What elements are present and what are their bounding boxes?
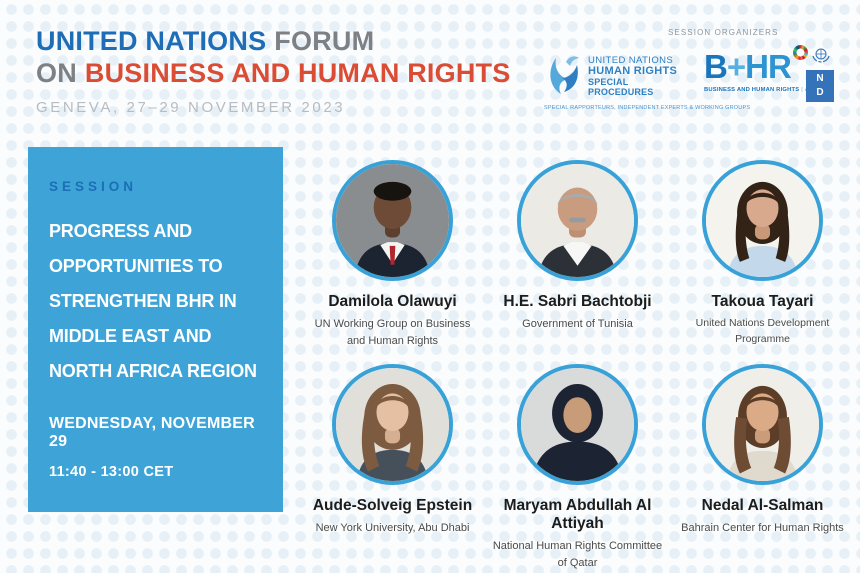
speaker-photo [332,364,453,485]
speaker-org: United Nations Development Programme [695,317,830,345]
bhr-plus: + [726,48,746,85]
forum-date-location: GENEVA, 27–29 NOVEMBER 2023 [36,98,346,116]
session-title: PROGRESS AND OPPORTUNITIES TO STRENGTHEN… [49,221,257,382]
undp-row1: U N [816,59,827,84]
session-panel: SESSION PROGRESS AND OPPORTUNITIES TO ST… [28,147,283,512]
speaker-photo [332,160,453,281]
speaker-name: Damilola Olawuyi [328,293,457,310]
session-date: WEDNESDAY, NOVEMBER 29 [49,415,255,451]
speaker-org: UN Working Group on Business and Human R… [314,318,471,347]
speaker-photo [702,364,823,485]
un-human-rights-logo: UNITED NATIONS HUMAN RIGHTS SPECIAL PROC… [544,52,751,111]
speaker-name: Aude-Solveig Epstein [312,497,473,514]
un-human-rights-logo-text: UNITED NATIONS HUMAN RIGHTS SPECIAL PROC… [588,54,694,98]
speaker-card-takoua-tayari: Takoua Tayari United Nations Development… [670,160,855,364]
un-emblem-icon [811,48,831,67]
speaker-name: Takoua Tayari [711,293,814,310]
speaker-name: Nedal Al-Salman [701,497,824,514]
bhr-letter-b: B [704,48,728,85]
forum-header: UNITED NATIONS FORUM ON BUSINESS AND HUMAN… [36,26,510,116]
speaker-photo [517,160,638,281]
unhr-tagline: SPECIAL RAPPORTEURS, INDEPENDENT EXPERTS… [544,105,751,111]
bhr-subtitle-text: BUSINESS AND HUMAN RIGHTS [704,87,800,93]
avatar-male-gray-hair-mustache [521,164,634,277]
avatar-female-wavy-brown-hair [336,368,449,481]
unhr-line1: UNITED NATIONS [588,54,674,66]
forum-title-line2: ON BUSINESS AND HUMAN RIGHTS [36,58,510,90]
speaker-org: Government of Tunisia [522,318,633,330]
undp-logo: U N D P [806,48,836,112]
bhr-logo: B+HR BUSINESS AND HUMAN RIGHTS | ASIA [704,45,819,93]
speakers-grid: Damilola Olawuyi UN Working Group on Bus… [300,160,855,569]
forum-title-forum: FORUM [274,26,375,56]
unhr-line3: SPECIAL PROCEDURES [588,76,654,97]
avatar-female-navy-hijab [521,368,634,481]
speaker-org: New York University, Abu Dhabi [315,522,470,534]
bhr-subtitle: BUSINESS AND HUMAN RIGHTS | ASIA [704,87,819,93]
speaker-card-sabri-bachtobji: H.E. Sabri Bachtobji Government of Tunis… [485,160,670,364]
forum-title-line1: UNITED NATIONS FORUM [36,26,510,58]
session-organizers-label: SESSION ORGANIZERS [668,28,779,37]
speaker-card-maryam-al-attiyah: Maryam Abdullah Al Attiyah National Huma… [485,364,670,569]
speaker-photo [702,160,823,281]
forum-title-on: ON [36,57,77,88]
speaker-name: Maryam Abdullah Al Attiyah [503,497,652,532]
sdg-wheel-icon [793,45,808,60]
speaker-photo [517,364,638,485]
unhr-line2: HUMAN RIGHTS [588,64,678,77]
bhr-subtitle-divider: | [801,87,803,93]
undp-row2: D P [816,87,827,112]
speaker-org: National Human Rights Committee of Qatar [492,540,663,569]
forum-title-bhr: BUSINESS AND HUMAN RIGHTS [84,57,511,88]
speaker-card-damilola-olawuyi: Damilola Olawuyi UN Working Group on Bus… [300,160,485,364]
undp-letter-box: U N D P [806,59,834,112]
session-label: SESSION [49,179,138,194]
speaker-name: H.E. Sabri Bachtobji [503,293,652,310]
bhr-logo-text: B+HR [704,45,808,85]
forum-title-united-nations: UNITED NATIONS [36,26,267,56]
speaker-card-aude-solveig-epstein: Aude-Solveig Epstein New York University… [300,364,485,568]
avatar-male-suit-red-tie [336,164,449,277]
session-time: 11:40 - 13:00 CET [49,464,174,481]
speaker-card-nedal-al-salman: Nedal Al-Salman Bahrain Center for Human… [670,364,855,568]
speaker-org: Bahrain Center for Human Rights [681,522,844,534]
un-human-rights-emblem-icon [544,52,582,101]
avatar-female-long-brown-hair [706,368,819,481]
avatar-female-dark-hair-blue-shirt [706,164,819,277]
bhr-letters-hr: HR [745,48,792,85]
